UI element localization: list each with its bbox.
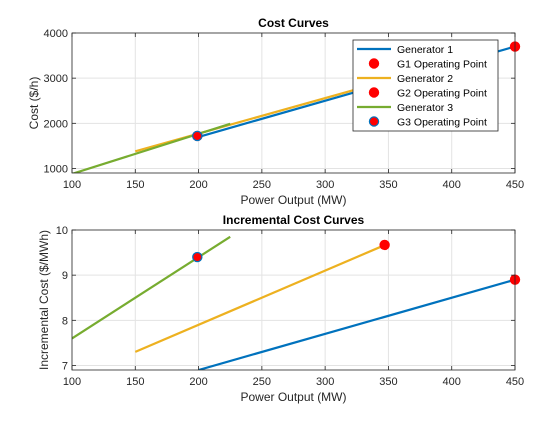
legend-label: G3 Operating Point [397, 116, 487, 128]
x-axis-label: Power Output (MW) [240, 390, 346, 404]
series-line-generator-3 [72, 235, 231, 340]
plot-area [72, 230, 515, 370]
y-tick-label: 3000 [44, 73, 68, 85]
legend-label: Generator 3 [397, 102, 453, 114]
legend-box [352, 39, 499, 132]
x-tick-label: 400 [443, 179, 461, 191]
y-tick-label: 10 [56, 225, 68, 237]
chart-title: Cost Curves [258, 16, 329, 30]
axes-box [71, 229, 516, 371]
x-tick-label: 250 [253, 376, 271, 388]
point-g3-operating-point [192, 251, 203, 263]
y-tick-label: 8 [62, 315, 68, 327]
x-tick-label: 100 [63, 179, 81, 191]
y-tick-label: 1000 [44, 163, 68, 175]
chart-1: 100 150 200 250 300 350 400 450 1000 2000 3000 4000… [27, 16, 524, 207]
legend: Generator 1 G1 Operating Point Generator 2… [352, 39, 499, 132]
x-tick-label: 450 [506, 376, 524, 388]
point-g3-operating-point [192, 130, 203, 142]
legend-label: Generator 2 [397, 73, 453, 85]
x-tick-label: 200 [189, 179, 207, 191]
legend-label: G2 Operating Point [397, 87, 487, 99]
x-tick-label: 400 [443, 376, 461, 388]
series-group [72, 235, 515, 370]
x-tick-label: 100 [63, 376, 81, 388]
series-line-generator-3 [72, 122, 231, 173]
legend-marker-swatch [368, 116, 380, 127]
x-tick-label: 300 [316, 376, 334, 388]
x-tick-label: 200 [189, 376, 207, 388]
legend-label: G1 Operating Point [397, 58, 487, 70]
x-tick-label: 350 [379, 376, 397, 388]
x-tick-label: 250 [253, 179, 271, 191]
x-tick-label: 150 [126, 376, 144, 388]
series-line-generator-2 [134, 242, 389, 353]
y-tick-label: 2000 [44, 118, 68, 130]
y-axis-label: Incremental Cost ($/MWh) [37, 230, 51, 370]
series-line-generator-1 [198, 278, 515, 370]
legend-marker-swatch [368, 87, 380, 98]
x-axis-label: Power Output (MW) [240, 193, 346, 207]
y-tick-label: 9 [62, 270, 68, 282]
chart-title: Incremental Cost Curves [223, 213, 365, 227]
x-tick-label: 450 [506, 179, 524, 191]
point-g2-operating-point [379, 239, 390, 251]
x-tick-label: 150 [126, 179, 144, 191]
y-tick-label: 4000 [44, 28, 68, 40]
y-axis-label: Cost ($/h) [27, 77, 41, 130]
y-tick-label: 7 [62, 360, 68, 372]
chart-2: 100 150 200 250 300 350 400 450 7 8 9 10 Incremental… [37, 213, 524, 404]
legend-marker-swatch [368, 58, 380, 69]
axes-box [71, 32, 516, 174]
x-tick-label: 350 [379, 179, 397, 191]
legend-label: Generator 1 [397, 44, 453, 56]
x-tick-label: 300 [316, 179, 334, 191]
